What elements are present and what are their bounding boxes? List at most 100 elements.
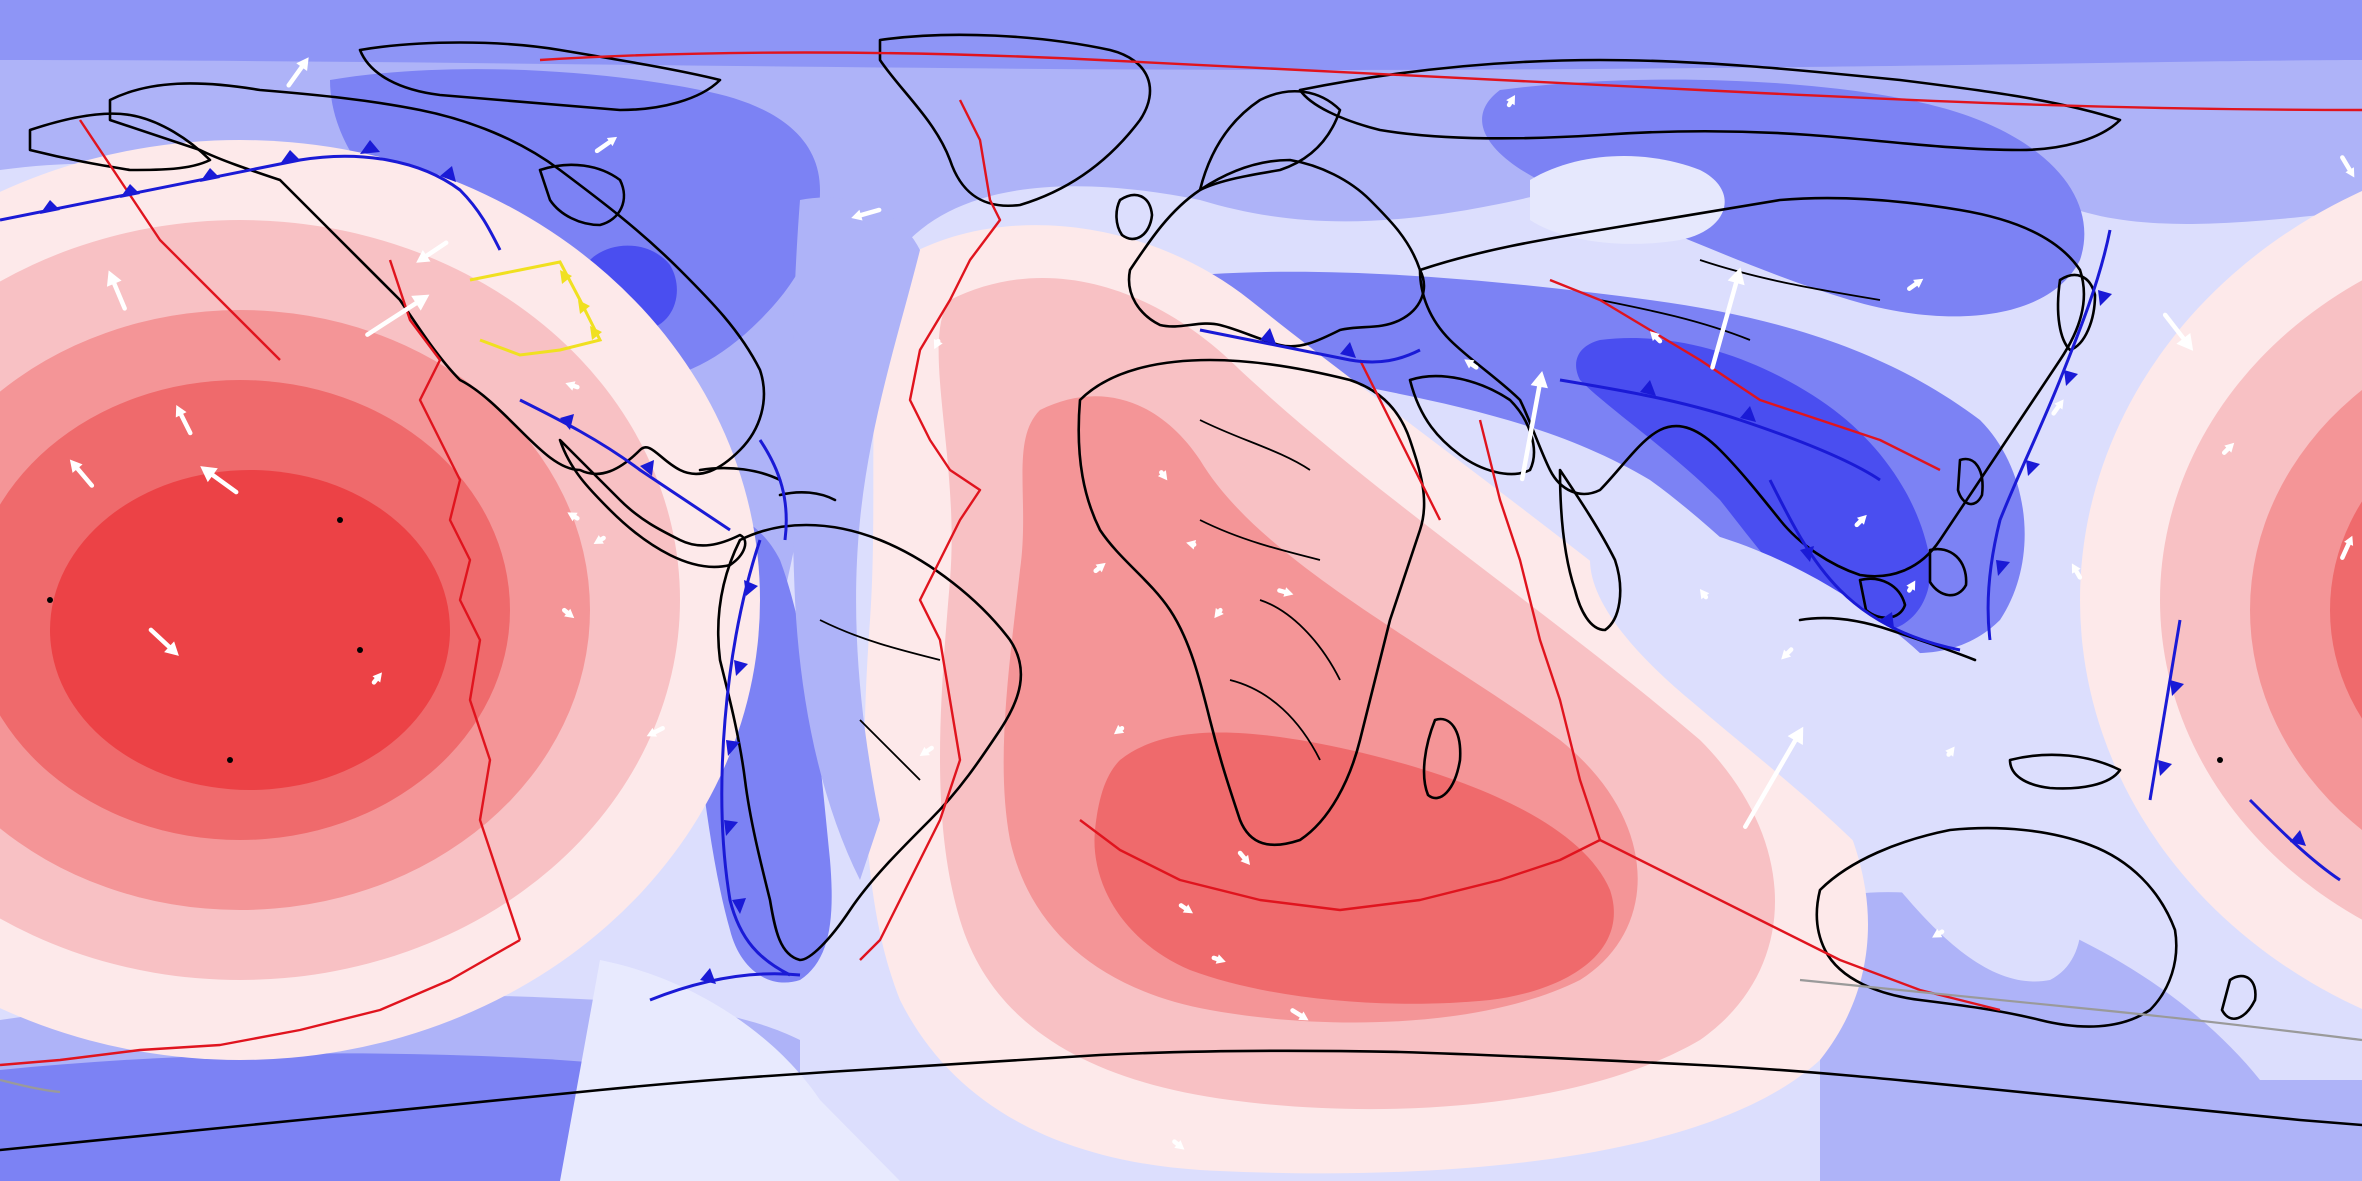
boundary-grey-southwest: [0, 1078, 61, 1094]
velocity-arrow-head: [1727, 267, 1745, 286]
border-africa: [1199, 419, 1341, 761]
trench-tooth: [734, 660, 748, 676]
ridge-africa-east: [1358, 359, 1442, 521]
velocity-arrow-shaft: [177, 410, 193, 436]
coastline-greenland: [878, 33, 1152, 208]
field-band-east-pacific-blue: [1820, 892, 2362, 1181]
velocity-arrow: [2340, 155, 2355, 178]
coastline-india: [1558, 468, 1622, 632]
field-band-indonesia: [1576, 338, 1931, 632]
trench-tooth: [1260, 328, 1276, 344]
velocity-arrow: [565, 381, 580, 391]
ridge-east-pacific: [388, 259, 522, 941]
trench-tooth: [1880, 612, 1894, 628]
trench-tooth: [578, 300, 590, 314]
velocity-arrow-head: [1283, 587, 1294, 597]
coastline-south-america: [716, 523, 1023, 962]
coastline-central-america: [558, 438, 747, 569]
field-band-atlantic: [791, 197, 920, 880]
trench-tooth: [1640, 380, 1656, 396]
velocity-arrow-shaft: [73, 464, 95, 488]
trench-tooth: [744, 580, 758, 596]
velocity-arrow-head: [2071, 563, 2081, 574]
velocity-arrow-head: [1215, 954, 1226, 964]
velocity-arrow-head: [606, 136, 618, 147]
coastline-europe: [1127, 158, 1426, 348]
island-dot: [47, 597, 53, 603]
velocity-arrow-head: [175, 405, 187, 418]
velocity-arrow-head: [564, 608, 575, 619]
coastline-hudson: [538, 163, 626, 227]
velocity-arrow-head: [372, 672, 382, 683]
velocity-arrow-shaft: [208, 471, 239, 495]
velocity-arrow: [1781, 647, 1794, 660]
velocity-arrow-shaft: [2162, 312, 2188, 344]
trench-tooth: [1740, 406, 1756, 422]
velocity-arrow: [1214, 607, 1224, 619]
velocity-arrow: [933, 338, 943, 350]
velocity-arrow: [1519, 370, 1548, 482]
field-band-southern: [560, 960, 900, 1181]
trench-tooth: [560, 414, 574, 430]
velocity-arrow: [1907, 278, 1924, 291]
velocity-arrow-shaft: [2340, 155, 2353, 174]
trench-central-america: [519, 398, 731, 532]
field-band-asia-light: [1530, 156, 1725, 244]
velocity-arrow-head: [1932, 928, 1943, 938]
coastline-uk: [1115, 193, 1154, 241]
field-band-indian-ocean: [1590, 520, 2082, 982]
trench-tooth: [280, 150, 300, 164]
velocity-arrow-head: [1240, 854, 1251, 865]
velocity-arrow: [1290, 1008, 1309, 1021]
velocity-arrow-shaft: [422, 240, 449, 260]
velocity-arrow: [69, 459, 95, 488]
coastline-new-guinea: [2008, 753, 2122, 790]
velocity-arrow: [851, 207, 882, 221]
island-dot: [357, 647, 363, 653]
velocity-arrow: [646, 726, 665, 737]
trench-tooth: [2158, 760, 2172, 776]
trench-tooth: [40, 200, 60, 214]
velocity-arrow: [1093, 562, 1106, 574]
velocity-arrow-head: [2176, 332, 2194, 351]
trench-tooth: [200, 168, 220, 182]
velocity-arrow: [1178, 903, 1193, 914]
coastline-siberia: [1298, 58, 2122, 152]
velocity-arrow-head: [851, 209, 863, 221]
velocity-arrow-head: [1506, 94, 1516, 106]
velocity-arrow-head: [1530, 370, 1548, 389]
velocity-arrow: [1211, 954, 1226, 964]
field-contour: [50, 470, 450, 790]
velocity-arrow: [1710, 267, 1745, 370]
coastline-philippines: [1956, 457, 1984, 506]
velocity-arrow: [1464, 359, 1479, 370]
ridge-pacific-antarctic: [0, 938, 521, 1067]
velocity-arrow: [1113, 724, 1125, 735]
velocity-arrow: [1277, 587, 1294, 597]
border-asia: [1599, 259, 1881, 341]
velocity-arrow: [2051, 399, 2064, 416]
coastline-africa: [1077, 358, 1426, 847]
trench-tooth: [1800, 546, 1814, 562]
trench-tooth: [440, 166, 456, 182]
velocity-arrow-head: [933, 338, 943, 350]
trench-tooth: [724, 820, 738, 836]
coastline-scandinavia: [1198, 89, 1342, 192]
trench-tooth: [560, 270, 572, 284]
velocity-arrow-head: [1298, 1011, 1309, 1021]
velocity-arrow: [365, 294, 430, 337]
velocity-arrow-head: [567, 512, 578, 522]
trench-tooth: [1340, 342, 1356, 358]
field-band-south-mid: [0, 1053, 720, 1181]
velocity-arrow-head: [1186, 539, 1197, 550]
velocity-arrow: [2162, 312, 2194, 351]
trench-tooth: [2170, 680, 2184, 696]
ridge-mid-atlantic: [859, 99, 1002, 961]
velocity-arrow: [200, 466, 239, 495]
field-anomaly-pacific-east: [2080, 191, 2362, 1009]
velocity-arrow-shaft: [1743, 735, 1800, 829]
boundary-grey-south: [1799, 978, 2362, 1042]
